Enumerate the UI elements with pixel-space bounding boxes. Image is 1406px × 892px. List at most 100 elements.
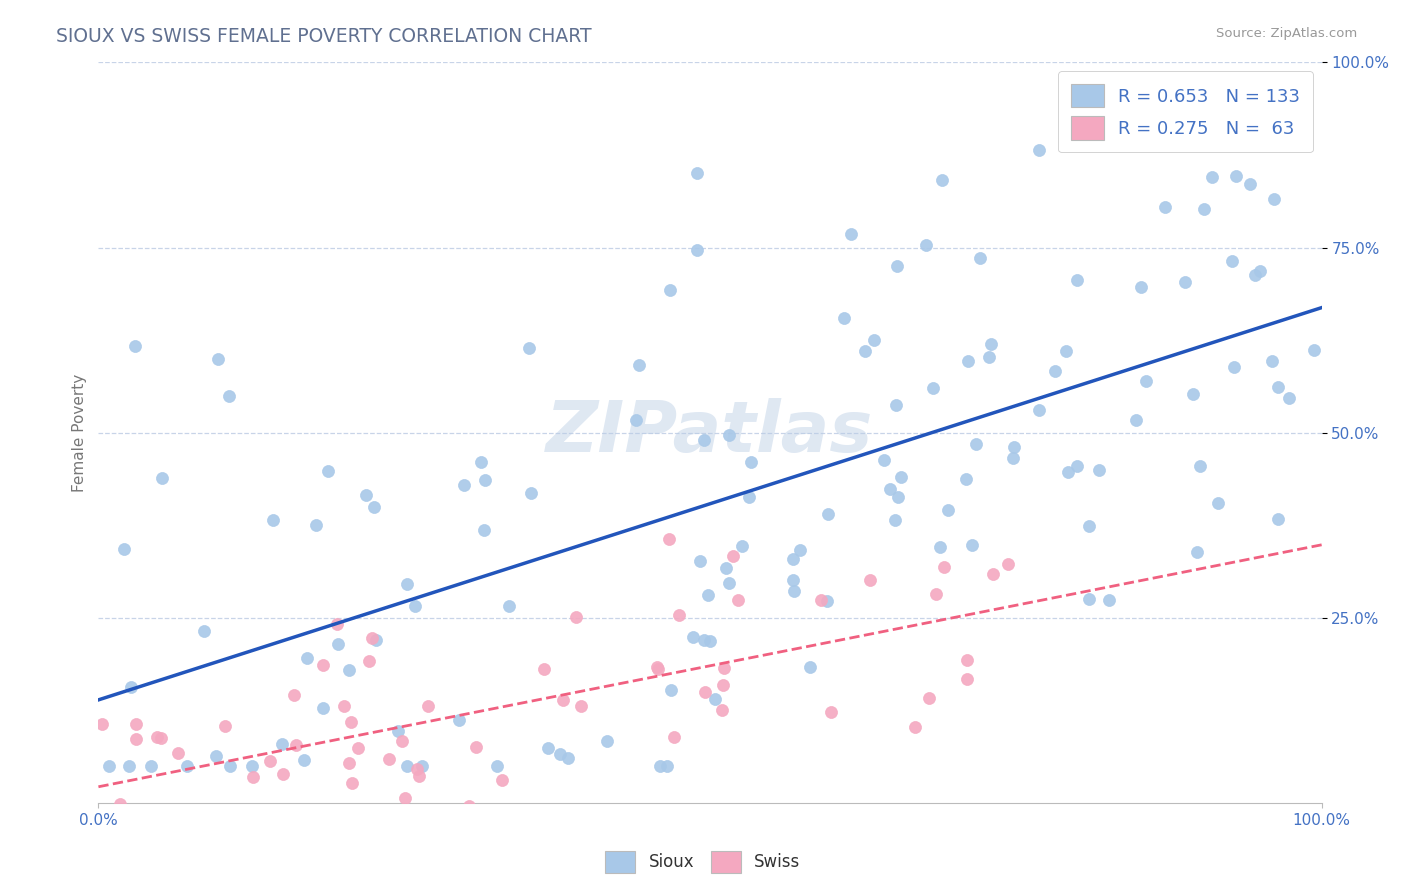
Point — [714, 561, 737, 575]
Point — [240, 758, 263, 772]
Point — [312, 701, 335, 715]
Point — [703, 692, 725, 706]
Point — [139, 758, 162, 772]
Point — [668, 607, 690, 622]
Point — [918, 690, 941, 705]
Point — [112, 833, 135, 847]
Point — [887, 490, 910, 504]
Point — [149, 731, 172, 745]
Point — [731, 539, 754, 553]
Point — [973, 40, 995, 54]
Point — [662, 731, 685, 745]
Point — [211, 822, 233, 836]
Point — [557, 751, 579, 765]
Point — [332, 698, 354, 713]
Point — [979, 351, 1001, 365]
Point — [90, 717, 112, 731]
Point — [357, 654, 380, 668]
Point — [470, 454, 492, 468]
Point — [820, 706, 842, 720]
Point — [520, 486, 543, 500]
Point — [960, 538, 983, 552]
Point — [686, 244, 709, 258]
Point — [718, 428, 741, 442]
Point — [740, 455, 762, 469]
Point — [721, 549, 744, 563]
Point — [342, 776, 364, 790]
Point — [485, 758, 508, 772]
Point — [396, 576, 419, 591]
Point — [312, 658, 335, 673]
Y-axis label: Female Poverty: Female Poverty — [72, 374, 87, 491]
Point — [659, 283, 682, 297]
Point — [396, 758, 419, 772]
Point — [125, 731, 148, 746]
Point — [884, 398, 907, 412]
Point — [346, 740, 368, 755]
Point — [1202, 40, 1225, 54]
Point — [873, 453, 896, 467]
Point — [839, 227, 862, 241]
Point — [699, 633, 721, 648]
Point — [176, 758, 198, 772]
Point — [1278, 391, 1301, 405]
Point — [969, 252, 991, 266]
Point — [259, 754, 281, 768]
Point — [1223, 359, 1246, 374]
Point — [1043, 364, 1066, 378]
Point — [1243, 268, 1265, 282]
Point — [167, 746, 190, 760]
Point — [624, 412, 647, 426]
Point — [474, 473, 496, 487]
Point — [97, 758, 120, 772]
Point — [1267, 512, 1289, 526]
Point — [498, 599, 520, 613]
Point — [548, 747, 571, 761]
Text: ZIPatlas: ZIPatlas — [547, 398, 873, 467]
Point — [682, 630, 704, 644]
Point — [697, 589, 720, 603]
Point — [659, 683, 682, 698]
Point — [1154, 200, 1177, 214]
Point — [810, 592, 832, 607]
Point — [883, 513, 905, 527]
Point — [1057, 466, 1080, 480]
Point — [361, 631, 384, 645]
Point — [533, 662, 555, 676]
Legend: R = 0.653   N = 133, R = 0.275   N =  63: R = 0.653 N = 133, R = 0.275 N = 63 — [1059, 71, 1313, 153]
Point — [689, 553, 711, 567]
Point — [297, 651, 319, 665]
Point — [326, 637, 349, 651]
Point — [1066, 458, 1088, 473]
Point — [285, 738, 308, 752]
Point — [936, 503, 959, 517]
Point — [517, 341, 540, 355]
Point — [267, 826, 290, 840]
Point — [242, 770, 264, 784]
Point — [551, 692, 574, 706]
Point — [117, 758, 139, 772]
Point — [932, 559, 955, 574]
Point — [1004, 441, 1026, 455]
Point — [1249, 264, 1271, 278]
Point — [1225, 169, 1247, 183]
Point — [447, 713, 470, 727]
Point — [337, 663, 360, 677]
Point — [997, 557, 1019, 571]
Point — [394, 790, 416, 805]
Point — [124, 339, 146, 353]
Point — [853, 343, 876, 358]
Point — [221, 833, 243, 847]
Point — [1201, 169, 1223, 184]
Point — [799, 660, 821, 674]
Point — [693, 433, 716, 447]
Point — [1098, 593, 1121, 607]
Point — [647, 662, 669, 676]
Point — [337, 756, 360, 771]
Point — [1174, 275, 1197, 289]
Point — [879, 482, 901, 496]
Point — [904, 720, 927, 734]
Point — [204, 749, 226, 764]
Point — [789, 543, 811, 558]
Point — [1078, 592, 1101, 607]
